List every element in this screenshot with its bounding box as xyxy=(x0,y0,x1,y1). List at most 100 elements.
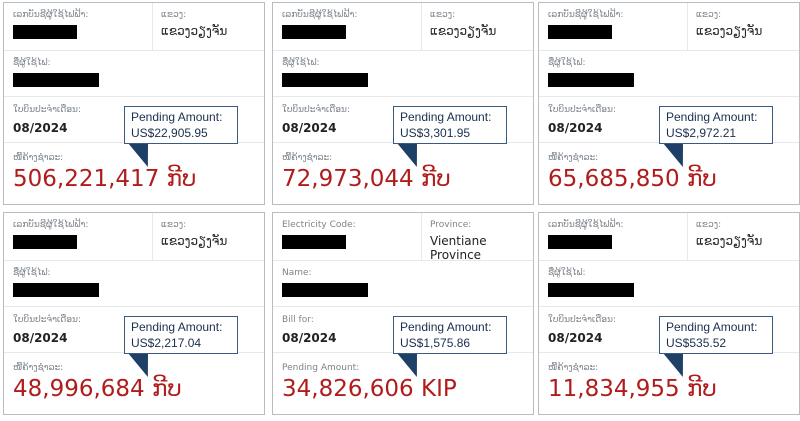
redacted-name xyxy=(282,283,368,297)
bill-label: ໃບບິນປະຈຳເດືອນ: xyxy=(548,315,616,325)
bill-card: ເລກບັນຊີຜູ້ໃຊ້ໄຟຟ້າ: ແຂວງ: ແຂວງວຽງຈັນ ຊື… xyxy=(272,2,534,205)
electricity-code-label: ເລກບັນຊີຜູ້ໃຊ້ໄຟຟ້າ: xyxy=(548,220,624,230)
account-section xyxy=(4,3,264,51)
pending-amount-kip: 72,973,044 ກີບ xyxy=(282,166,451,192)
bill-label: ໃບບິນປະຈຳເດືອນ: xyxy=(13,315,81,325)
callout-title: Pending Amount: xyxy=(666,110,758,124)
bill-label: ໃບບິນປະຈຳເດືອນ: xyxy=(282,105,350,115)
province-value: Vientiane Province xyxy=(430,234,487,262)
account-section xyxy=(273,3,533,51)
bill-period: 08/2024 xyxy=(13,121,68,135)
name-section xyxy=(273,50,533,97)
name-section xyxy=(273,260,533,307)
callout-pointer xyxy=(663,353,697,377)
name-label: Name: xyxy=(282,268,312,278)
name-section xyxy=(539,260,799,307)
usd-callout: Pending Amount: US$1,575.86 xyxy=(393,316,507,354)
callout-title: Pending Amount: xyxy=(131,110,223,124)
electricity-code-label: ເລກບັນຊີຜູ້ໃຊ້ໄຟຟ້າ: xyxy=(13,10,89,20)
account-section xyxy=(539,3,799,51)
bill-period: 08/2024 xyxy=(548,121,603,135)
bill-period: 08/2024 xyxy=(282,331,337,345)
redacted-name xyxy=(13,283,99,297)
callout-pointer xyxy=(397,143,431,167)
account-section xyxy=(539,213,799,261)
callout-pointer xyxy=(128,143,162,167)
name-section xyxy=(539,50,799,97)
electricity-code-label: ເລກບັນຊີຜູ້ໃຊ້ໄຟຟ້າ: xyxy=(13,220,89,230)
province-label: ແຂວງ: xyxy=(696,220,722,230)
bill-label: ໃບບິນປະຈຳເດືອນ: xyxy=(13,105,81,115)
account-section xyxy=(273,213,533,261)
province-value: ແຂວງວຽງຈັນ xyxy=(161,234,228,248)
name-label: ຊື່ຜູ້ໃຊ້ໄຟ: xyxy=(13,268,51,278)
usd-callout: Pending Amount: US$535.52 xyxy=(659,316,773,354)
redacted-name xyxy=(282,73,368,87)
bill-label: ໃບບິນປະຈຳເດືອນ: xyxy=(548,105,616,115)
divider xyxy=(152,3,153,50)
electricity-code-label: ເລກບັນຊີຜູ້ໃຊ້ໄຟຟ້າ: xyxy=(282,10,358,20)
callout-usd-amount: US$2,217.04 xyxy=(131,336,202,350)
pending-label: ໜີ້ຄ້າງຊຳລະ: xyxy=(282,153,333,163)
name-label: ຊື່ຜູ້ໃຊ້ໄຟ: xyxy=(548,268,586,278)
callout-pointer xyxy=(397,353,431,377)
redacted-name xyxy=(548,73,634,87)
name-label: ຊື່ຜູ້ໃຊ້ໄຟ: xyxy=(13,58,51,68)
redacted-code xyxy=(548,25,612,39)
pending-label: ໜີ້ຄ້າງຊຳລະ: xyxy=(13,363,64,373)
callout-usd-amount: US$3,301.95 xyxy=(400,126,471,140)
bill-period: 08/2024 xyxy=(282,121,337,135)
divider xyxy=(152,213,153,260)
province-label: ແຂວງ: xyxy=(430,10,456,20)
usd-callout: Pending Amount: US$22,905.95 xyxy=(124,106,238,144)
name-section xyxy=(4,50,264,97)
redacted-code xyxy=(282,235,346,249)
bill-card: ເລກບັນຊີຜູ້ໃຊ້ໄຟຟ້າ: ແຂວງ: ແຂວງວຽງຈັນ ຊື… xyxy=(3,2,265,205)
electricity-code-label: ເລກບັນຊີຜູ້ໃຊ້ໄຟຟ້າ: xyxy=(548,10,624,20)
pending-amount-kip: 11,834,955 ກີບ xyxy=(548,376,717,402)
callout-title: Pending Amount: xyxy=(131,320,223,334)
callout-usd-amount: US$22,905.95 xyxy=(131,126,208,140)
usd-callout: Pending Amount: US$2,972.21 xyxy=(659,106,773,144)
pending-label: ໜີ້ຄ້າງຊຳລະ: xyxy=(13,153,64,163)
usd-callout: Pending Amount: US$3,301.95 xyxy=(393,106,507,144)
pending-label: Pending Amount: xyxy=(282,363,360,373)
electricity-code-label: Electricity Code: xyxy=(282,220,356,230)
divider xyxy=(421,3,422,50)
name-label: ຊື່ຜູ້ໃຊ້ໄຟ: xyxy=(282,58,320,68)
callout-title: Pending Amount: xyxy=(400,320,492,334)
callout-pointer xyxy=(663,143,697,167)
redacted-code xyxy=(548,235,612,249)
account-section xyxy=(4,213,264,261)
divider xyxy=(687,3,688,50)
callout-pointer xyxy=(128,353,162,377)
bill-card: ເລກບັນຊີຜູ້ໃຊ້ໄຟຟ້າ: ແຂວງ: ແຂວງວຽງຈັນ ຊື… xyxy=(3,212,265,415)
province-value: ແຂວງວຽງຈັນ xyxy=(696,234,763,248)
province-value: ແຂວງວຽງຈັນ xyxy=(430,24,497,38)
pending-amount-kip: 48,996,684 ກີບ xyxy=(13,376,182,402)
bill-card: Electricity Code: Province: Vientiane Pr… xyxy=(272,212,534,415)
divider xyxy=(687,213,688,260)
bill-card: ເລກບັນຊີຜູ້ໃຊ້ໄຟຟ້າ: ແຂວງ: ແຂວງວຽງຈັນ ຊື… xyxy=(538,2,800,205)
redacted-code xyxy=(13,235,77,249)
province-value: ແຂວງວຽງຈັນ xyxy=(161,24,228,38)
province-label: Province: xyxy=(430,220,472,230)
callout-title: Pending Amount: xyxy=(400,110,492,124)
pending-amount-kip: 506,221,417 ກີບ xyxy=(13,166,197,192)
pending-label: ໜີ້ຄ້າງຊຳລະ: xyxy=(548,363,599,373)
name-label: ຊື່ຜູ້ໃຊ້ໄຟ: xyxy=(548,58,586,68)
province-label: ແຂວງ: xyxy=(696,10,722,20)
name-section xyxy=(4,260,264,307)
province-label: ແຂວງ: xyxy=(161,10,187,20)
bill-card: ເລກບັນຊີຜູ້ໃຊ້ໄຟຟ້າ: ແຂວງ: ແຂວງວຽງຈັນ ຊື… xyxy=(538,212,800,415)
province-label: ແຂວງ: xyxy=(161,220,187,230)
callout-usd-amount: US$535.52 xyxy=(666,336,727,350)
redacted-code xyxy=(13,25,77,39)
pending-label: ໜີ້ຄ້າງຊຳລະ: xyxy=(548,153,599,163)
callout-usd-amount: US$2,972.21 xyxy=(666,126,737,140)
redacted-name xyxy=(548,283,634,297)
bill-period: 08/2024 xyxy=(13,331,68,345)
bill-label: Bill for: xyxy=(282,315,314,325)
bill-period: 08/2024 xyxy=(548,331,603,345)
usd-callout: Pending Amount: US$2,217.04 xyxy=(124,316,238,354)
